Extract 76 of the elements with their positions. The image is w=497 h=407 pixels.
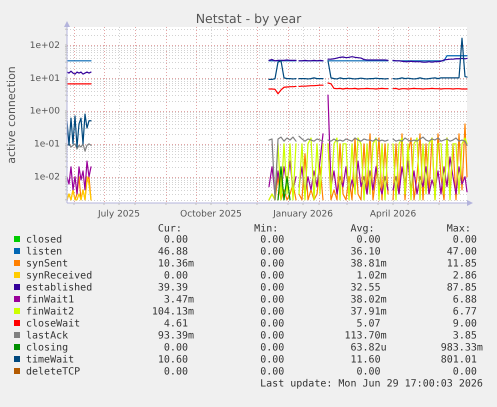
text: 3.85 (452, 330, 477, 342)
legend-label: deleteTCP (26, 366, 80, 378)
text: Max: (446, 224, 471, 234)
text: 0.00 (260, 354, 284, 366)
text: 0.00 (164, 270, 188, 282)
text: 5.07 (356, 318, 381, 330)
text: 983.33m (440, 342, 483, 354)
legend-label: closed (26, 234, 62, 246)
text: 9.00 (452, 318, 477, 330)
text: 0.00 (260, 330, 284, 342)
text: Last update: Mon Jun 29 17:00:03 2026 (260, 378, 483, 390)
text: 0.00 (164, 366, 188, 378)
legend-label: closing (26, 342, 68, 354)
text: 104.13m (152, 306, 194, 318)
text: 801.01 (440, 354, 477, 366)
text: 39.39 (158, 282, 188, 294)
legend-label: finWait1 (26, 294, 74, 306)
legend-label: established (26, 282, 92, 294)
text: 47.00 (446, 246, 477, 258)
text: 6.88 (452, 294, 477, 306)
text: 0.00 (260, 318, 284, 330)
text: 0.00 (260, 270, 284, 282)
text: 6.77 (452, 306, 477, 318)
text: 0.00 (260, 294, 284, 306)
text: 0.00 (356, 366, 381, 378)
text: 38.02m (350, 294, 387, 306)
y-tick-label: 1e+01 (30, 74, 60, 84)
text: 63.82u (350, 342, 387, 354)
legend-label: synSent (26, 258, 68, 270)
text: 0.00 (260, 282, 284, 294)
text: 0.00 (260, 258, 284, 270)
text: 10.36m (158, 258, 194, 270)
legend-label: listen (26, 246, 62, 258)
x-tick-label: July 2025 (97, 209, 140, 220)
text: 0.00 (260, 234, 284, 246)
text: 2.86 (452, 270, 477, 282)
y-tick-label: 1e+00 (30, 106, 60, 117)
text: 0.00 (260, 306, 284, 318)
chart-title: Netstat - by year (196, 11, 302, 26)
text: 0.00 (164, 342, 188, 354)
x-tick-label: April 2026 (370, 209, 416, 220)
x-tick-label: October 2025 (180, 209, 242, 220)
text: 38.81m (350, 258, 387, 270)
text: 0.00 (260, 342, 284, 354)
text: 0.00 (452, 234, 477, 246)
text: 0.00 (356, 234, 381, 246)
y-tick-label: 1e-02 (34, 172, 60, 183)
text: 1.02m (356, 270, 387, 282)
y-tick-label: 1e-01 (34, 140, 60, 150)
text: Cur: (158, 224, 182, 234)
text: 93.39m (158, 330, 194, 342)
legend-label: lastAck (26, 330, 68, 342)
text: Min: (254, 224, 278, 234)
text: 87.85 (446, 282, 477, 294)
text: Avg: (350, 224, 375, 234)
text: 0.00 (164, 234, 188, 246)
text: 11.85 (446, 258, 477, 270)
x-tick-label: January 2026 (272, 209, 334, 220)
text: 0.00 (260, 246, 284, 258)
y-axis-title: active connection (5, 66, 18, 164)
legend-label: closeWait (26, 318, 80, 330)
text: 36.10 (350, 246, 381, 258)
legend-label: timeWait (26, 354, 74, 366)
text: 32.55 (350, 282, 381, 294)
y-tick-label: 1e+02 (30, 40, 60, 51)
text: 0.00 (452, 366, 477, 378)
text: 113.70m (344, 330, 387, 342)
legend-label: finWait2 (26, 306, 74, 318)
text: 4.61 (164, 318, 188, 330)
text: 10.60 (158, 354, 188, 366)
text: 11.60 (350, 354, 381, 366)
text: 0.00 (260, 366, 284, 378)
text: 46.88 (158, 246, 188, 258)
text: 37.91m (350, 306, 387, 318)
legend-label: synReceived (26, 270, 92, 282)
text: 3.47m (164, 294, 194, 306)
